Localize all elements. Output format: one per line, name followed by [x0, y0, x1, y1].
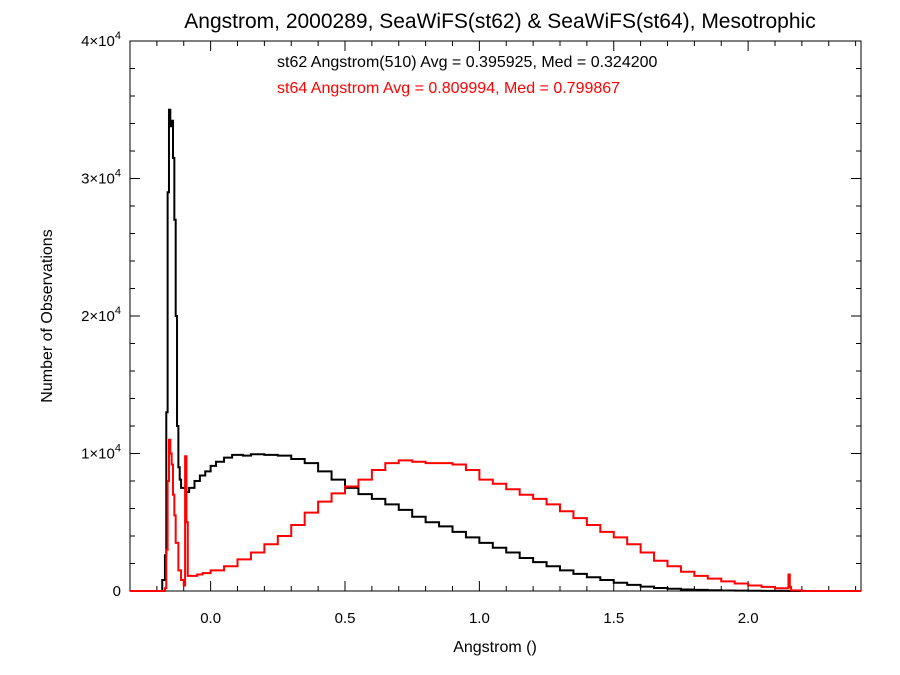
- annotation-st62: st62 Angstrom(510) Avg = 0.395925, Med =…: [277, 54, 658, 71]
- x-tick-label: 2.0: [738, 610, 759, 627]
- y-axis-label: Number of Observations: [39, 229, 56, 402]
- y-tick-label: 0: [113, 583, 121, 600]
- y-tick-label: 2×104: [81, 305, 121, 325]
- plot-frame: [129, 40, 862, 592]
- data-series: [130, 108, 861, 592]
- x-axis-label: Angstrom (): [453, 639, 537, 656]
- x-tick-label: 1.0: [469, 610, 490, 627]
- x-tick-label: 1.5: [603, 610, 624, 627]
- series-line-1: [130, 438, 861, 592]
- annotation-st64: st64 Angstrom Avg = 0.809994, Med = 0.79…: [277, 80, 621, 97]
- y-tick-label: 1×104: [81, 443, 121, 463]
- x-tick-label: 0.0: [200, 610, 221, 627]
- series-line-0: [130, 108, 861, 592]
- y-tick-label: 4×104: [81, 30, 121, 50]
- y-tick-labels: 0 1×104 2×104 3×104 4×104: [81, 30, 121, 600]
- x-tick-label: 0.5: [335, 610, 356, 627]
- axis-ticks: [130, 40, 861, 592]
- x-tick-labels: 0.0 0.5 1.0 1.5 2.0: [200, 610, 758, 627]
- chart-title: Angstrom, 2000289, SeaWiFS(st62) & SeaWi…: [184, 10, 815, 33]
- y-tick-label: 3×104: [81, 168, 121, 188]
